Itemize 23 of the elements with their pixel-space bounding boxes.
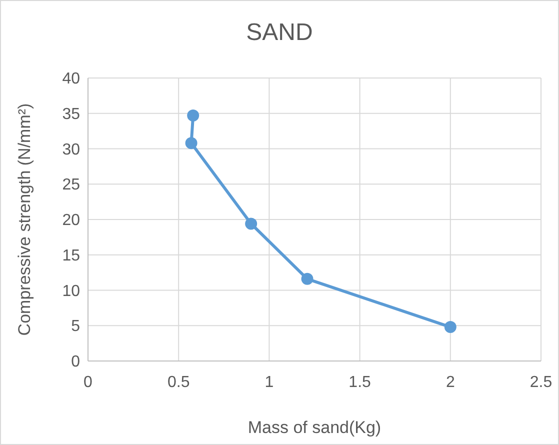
x-tick-label: 1.5 — [348, 374, 372, 391]
chart-title: SAND — [246, 19, 313, 46]
y-tick-label: 0 — [71, 354, 80, 371]
y-tick-label: 30 — [62, 141, 80, 158]
y-axis-title: Compressive strength (N/mm²) — [15, 103, 34, 336]
x-tick-label: 0 — [84, 374, 93, 391]
y-tick-label: 10 — [62, 282, 80, 300]
y-tick-label: 5 — [71, 318, 80, 336]
x-tick-label: 2 — [446, 374, 455, 391]
x-tick-label: 2.5 — [530, 374, 552, 391]
y-tick-label: 15 — [62, 247, 80, 264]
x-axis-title: Mass of sand(Kg) — [248, 418, 382, 437]
point — [187, 109, 200, 122]
point — [444, 321, 456, 334]
y-tick-label: 25 — [62, 176, 80, 194]
y-tick-label: 20 — [62, 212, 80, 230]
point — [245, 218, 258, 230]
x-tick-label: 0.5 — [167, 374, 190, 391]
y-tick-label: 40 — [62, 70, 80, 88]
x-tick-label: 1 — [264, 374, 274, 391]
point — [185, 137, 198, 150]
point — [301, 272, 314, 285]
y-tick-label: 35 — [62, 106, 80, 123]
